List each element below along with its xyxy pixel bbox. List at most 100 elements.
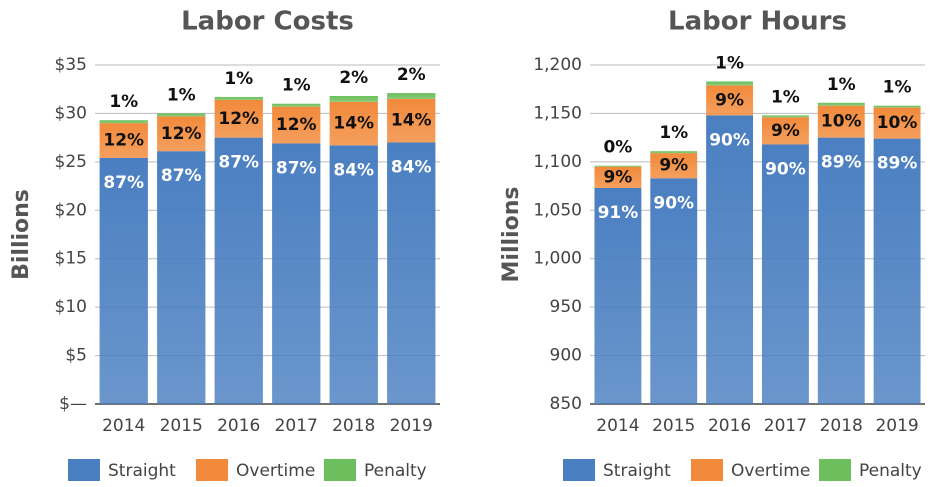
share-label: 91% [598, 203, 639, 223]
bar-segment [706, 81, 754, 86]
bar-segment [594, 166, 642, 189]
share-label: 9% [659, 156, 688, 176]
share-label: 12% [218, 109, 259, 129]
bar-segment [157, 116, 206, 152]
legend-label: Straight [108, 461, 176, 481]
x-tick-label: 2017 [275, 416, 318, 436]
share-label: 14% [333, 114, 374, 134]
bar-segment [706, 115, 754, 404]
share-label: 10% [877, 113, 918, 133]
share-label: 90% [709, 130, 750, 150]
bar-segment [214, 99, 263, 138]
share-label: 1% [282, 76, 311, 96]
bar-segment [99, 123, 148, 158]
share-label: 1% [827, 75, 856, 95]
y-tick-label: 1,050 [533, 200, 582, 220]
share-label: 89% [821, 153, 862, 173]
legend-swatch [563, 459, 595, 481]
share-label: 9% [603, 167, 632, 187]
share-label: 12% [161, 124, 202, 144]
y-tick-label: 1,150 [533, 103, 582, 123]
share-label: 87% [103, 173, 144, 193]
y-tick-label: 1,100 [533, 152, 582, 172]
bar-segment [329, 145, 378, 405]
y-tick-label: $25 [55, 152, 87, 172]
bar-segment [157, 113, 206, 117]
share-label: 1% [109, 92, 138, 112]
bar-segment [873, 138, 921, 404]
bar-segment [817, 102, 865, 106]
y-tick-label: $5 [65, 346, 87, 366]
bar-segment [873, 107, 921, 139]
bar-segment [761, 144, 809, 404]
x-tick-label: 2019 [875, 416, 918, 436]
x-tick-label: 2017 [764, 416, 807, 436]
legend-label: Overtime [731, 461, 810, 481]
legend-swatch [324, 459, 356, 481]
y-tick-label: $20 [55, 200, 87, 220]
legend-swatch [819, 459, 851, 481]
bar-segment [594, 188, 642, 404]
bar-segment [387, 142, 436, 404]
y-tick-label: $10 [55, 297, 87, 317]
x-tick-label: 2016 [708, 416, 751, 436]
bar-segment [817, 105, 865, 138]
legend-label: Penalty [364, 461, 427, 481]
x-tick-label: 2016 [217, 416, 260, 436]
bar-segment [272, 143, 321, 404]
y-tick-label: $30 [55, 103, 87, 123]
legend-label: Straight [603, 461, 671, 481]
bar-segment [214, 137, 263, 404]
x-tick-label: 2018 [332, 416, 375, 436]
legend-swatch [691, 459, 723, 481]
share-label: 87% [218, 153, 259, 173]
share-label: 1% [883, 78, 912, 98]
share-label: 1% [771, 87, 800, 107]
share-label: 84% [333, 160, 374, 180]
bar-segment [387, 93, 436, 99]
bar-segment [594, 165, 642, 167]
share-label: 87% [276, 158, 317, 178]
share-label: 1% [715, 53, 744, 73]
share-label: 87% [161, 166, 202, 186]
share-label: 12% [276, 115, 317, 135]
legend-swatch [68, 459, 100, 481]
chart-title: Labor Hours [668, 7, 847, 37]
share-label: 1% [224, 69, 253, 89]
bar-segment [761, 115, 809, 118]
share-label: 14% [391, 111, 432, 131]
share-label: 89% [877, 154, 918, 174]
x-tick-label: 2015 [652, 416, 695, 436]
x-tick-label: 2018 [820, 416, 863, 436]
x-tick-label: 2015 [160, 416, 203, 436]
chart: Labor Hours Millions 850 900 950 1,000 1,050 1,… [499, 7, 925, 481]
y-tick-label: 1,200 [533, 55, 582, 75]
bar-segment [272, 106, 321, 144]
x-tick-label: 2014 [102, 416, 145, 436]
share-label: 2% [339, 68, 368, 88]
share-label: 12% [103, 131, 144, 151]
y-tick-label: 1,000 [533, 249, 582, 269]
x-tick-label: 2014 [596, 416, 639, 436]
y-tick-label: 950 [550, 297, 582, 317]
y-tick-label: $— [59, 394, 87, 414]
bar-segment [761, 117, 809, 145]
legend-swatch [196, 459, 228, 481]
bar-segment [329, 95, 378, 102]
bar-segment [157, 151, 206, 404]
chart-title: Labor Costs [181, 7, 354, 37]
bar-segment [99, 157, 148, 404]
x-tick-label: 2019 [390, 416, 433, 436]
y-tick-label: $15 [55, 249, 87, 269]
bar-segment [387, 98, 436, 143]
legend-label: Penalty [859, 461, 922, 481]
share-label: 84% [391, 157, 432, 177]
bar-segment [873, 105, 921, 108]
bar-segment [650, 178, 698, 404]
share-label: 90% [765, 159, 806, 179]
share-label: 2% [397, 65, 426, 85]
bar-segment [214, 96, 263, 100]
bar-segment [650, 151, 698, 154]
share-label: 10% [821, 112, 862, 132]
